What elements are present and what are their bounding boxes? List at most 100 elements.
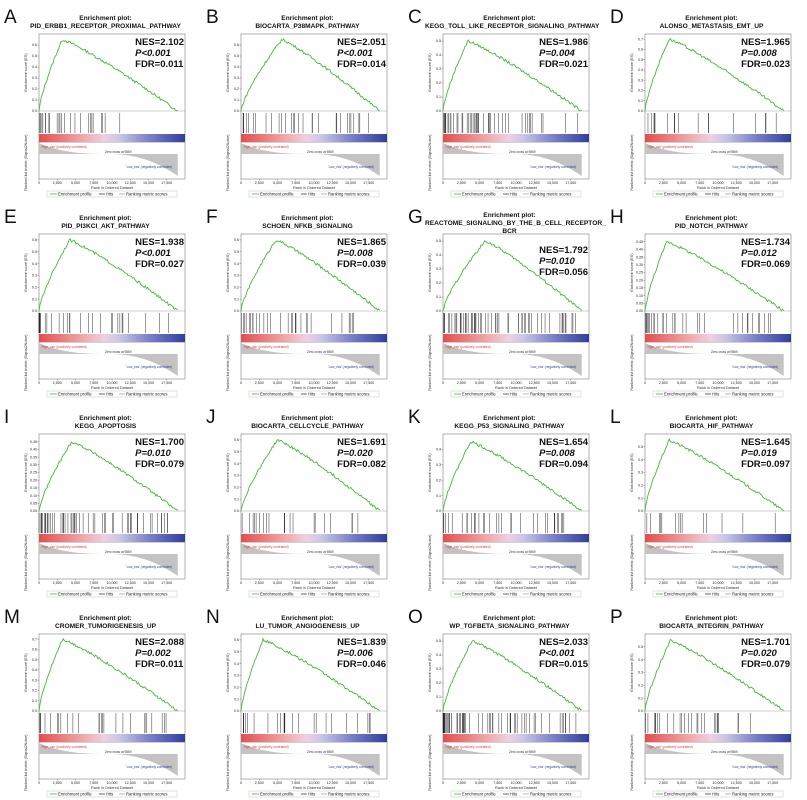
y-tick-label: 0.05 [30,502,37,506]
ranking-metric-area [241,143,380,176]
y-axis-title-metric: Ranked list metric (Signal2Noise) [24,534,28,591]
enrichment-plot-frame: 0.0 0.1 0.2 0.3 0.4 Enrichment score (ES) 'Hig… [425,412,594,600]
x-tick-label: 0 [240,781,242,785]
gsea-panel-d: D 0.0 0.1 0.2 0.3 0.4 0.5 0.6 0.7 Enrichment scor… [610,8,796,200]
legend-box [248,590,380,598]
low-risk-label: 'Low_risk' (negatively correlated) [328,565,374,569]
enrichment-plot-frame: 0.0 0.1 0.2 0.3 0.4 0.5 Enrichment score (ES) '… [627,612,796,800]
x-tick-label: 2,500 [659,381,668,385]
y-axis-title: Enrichment score (ES) [24,253,28,292]
low-risk-label: 'Low_risk' (negatively correlated) [530,365,576,369]
legend-box [248,790,380,798]
x-tick-label: 0 [240,581,242,585]
x-tick-label: 2,500 [53,381,62,385]
plot-title-prefix: Enrichment plot: [483,15,536,22]
gsea-panel-m: M 0.0 0.1 0.2 0.3 0.4 0.5 0.6 0.7 Enrichment scor… [4,608,190,800]
rank-color-bar [241,134,387,142]
gsea-panel-k: K 0.0 0.1 0.2 0.3 0.4 Enrichment score (ES) 'Hi… [408,408,594,600]
x-tick-label: 12,500 [327,181,338,185]
panel-letter: N [206,607,220,628]
x-tick-label: 17,500 [363,581,374,585]
low-risk-label: 'Low_risk' (negatively correlated) [530,565,576,569]
x-tick-label: 7,500 [291,781,300,785]
nes-value: NES=1.865 [337,237,386,248]
high-risk-label: 'High_risk' (positively correlated) [647,745,693,749]
p-value: P=0.002 [135,648,171,659]
enrichment-chart-svg: 0.0 0.1 0.2 0.3 0.4 0.5 Enrichment score (ES) '… [428,233,590,398]
y-tick-label: 0.0 [638,109,643,113]
fdr-value: FDR=0.056 [539,267,588,278]
x-tick-label: 15,000 [345,181,356,185]
legend-label: Hits [106,592,113,597]
gsea-panel-a: A 0.0 0.1 0.2 0.3 0.4 0.5 0.6 Enrichment score (… [4,8,190,200]
x-tick-label: 12,500 [125,781,136,785]
y-tick-label: 0.5 [32,54,37,58]
plot-title-geneset: ALONSO_METASTASIS_EMT_UP [659,23,764,30]
x-tick-label: 15,000 [749,581,760,585]
y-tick-label: 0.1 [234,697,239,701]
enrichment-chart-svg: 0.0 0.1 0.2 0.3 0.4 0.5 0.6 Enrichment score (E… [24,33,186,198]
y-tick-label: 0.3 [234,274,239,278]
panel-letter: M [4,607,20,628]
y-tick-label: 0.2 [32,87,37,91]
ranking-metric-area [39,543,178,576]
y-axis-title: Enrichment score (ES) [630,453,634,492]
ranking-metric-area [443,743,582,776]
x-tick-label: 15,000 [143,781,154,785]
y-axis-title-metric: Ranked list metric (Signal2Noise) [428,534,432,591]
x-tick-label: 15,000 [547,181,558,185]
gsea-panel-f: F 0.0 0.1 0.2 0.3 0.4 0.5 0.6 Enrichment score (… [206,208,392,400]
enrichment-stats: NES=1.701 P=0.020 FDR=0.079 [741,637,790,670]
x-tick-label: 10,000 [511,781,522,785]
x-tick-label: 0 [644,581,646,585]
x-axis-title: Rank in Ordered Dataset [697,186,740,190]
y-axis-title-metric: Ranked list metric (Signal2Noise) [630,734,634,791]
ranking-metric-area [645,143,784,176]
y-tick-label: 0.5 [436,239,441,243]
x-tick-label: 2,500 [457,381,466,385]
p-value: P<0.001 [539,648,575,659]
panel-letter: E [4,207,17,228]
x-axis-title: Rank in Ordered Dataset [495,186,538,190]
legend-label: Enrichment profile [664,592,698,597]
x-tick-label: 10,000 [713,381,724,385]
x-tick-label: 17,500 [767,781,778,785]
x-tick-label: 10,000 [309,581,320,585]
legend-label: Enrichment profile [462,592,496,597]
enrichment-chart-svg: 0.0 0.1 0.2 0.3 0.4 0.5 0.6 Enrichment score (E… [226,233,388,398]
y-tick-label: 0.40 [30,448,37,452]
x-tick-label: 2,500 [255,581,264,585]
legend-box [450,190,582,198]
fdr-value: FDR=0.079 [135,459,184,470]
y-tick-label: 0.1 [32,98,37,102]
legend-label: Enrichment profile [260,192,294,197]
x-tick-label: 15,000 [345,781,356,785]
fdr-value: FDR=0.069 [741,259,790,270]
y-tick-label: 0.10 [636,294,643,298]
x-tick-label: 12,500 [327,381,338,385]
enrichment-chart-svg: 0.0 0.1 0.2 0.3 0.4 0.5 Enrichment score (ES) '… [428,633,590,798]
zero-cross-label: Zero cross at 9869 [105,550,132,554]
legend-box [450,590,582,598]
rank-color-bar [645,734,791,742]
x-tick-label: 12,500 [125,581,136,585]
y-tick-label: 0.4 [436,653,441,657]
zero-cross-label: Zero cross at 9869 [711,750,738,754]
x-tick-label: 15,000 [143,581,154,585]
x-axis-title: Rank in Ordered Dataset [495,586,538,590]
legend-label: Hits [712,192,719,197]
zero-cross-label: Zero cross at 9869 [307,750,334,754]
legend-label: Hits [712,592,719,597]
x-tick-label: 10,000 [309,181,320,185]
y-tick-label: 0.5 [436,39,441,43]
x-tick-label: 0 [442,581,444,585]
gsea-panel-p: P 0.0 0.1 0.2 0.3 0.4 0.5 Enrichment score (ES)… [610,608,796,800]
x-tick-label: 10,000 [107,581,118,585]
y-tick-label: 0.20 [636,278,643,282]
legend-label: Hits [510,392,517,397]
y-tick-label: 0.6 [234,638,239,642]
x-tick-label: 17,500 [363,181,374,185]
enrichment-plot-frame: 0.0 0.1 0.2 0.3 0.4 0.5 0.6 Enrichment score (E… [21,12,190,200]
high-risk-label: 'High_risk' (positively correlated) [445,745,491,749]
x-axis-title: Rank in Ordered Dataset [91,386,134,390]
